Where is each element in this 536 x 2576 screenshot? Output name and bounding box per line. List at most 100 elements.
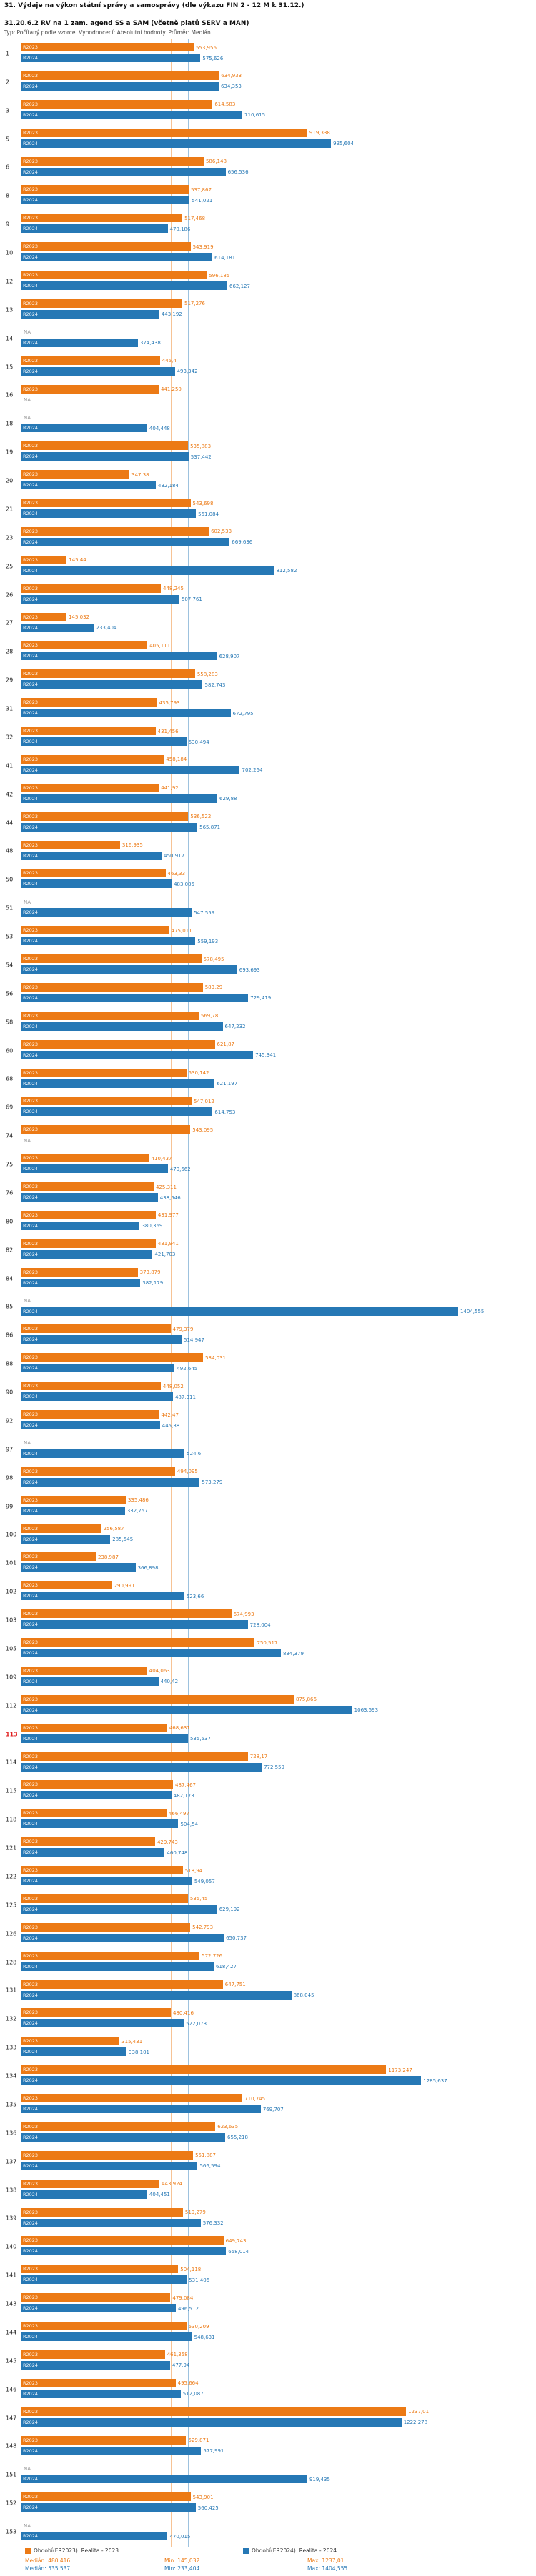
bar-value-label: 441,250 — [160, 386, 182, 392]
row-bars: R2023 145,44 R2024 812,582 — [21, 555, 536, 577]
bar-value-label: 658,014 — [228, 2248, 249, 2255]
row-bars: R2023 335,486 R2024 332,757 — [21, 1495, 536, 1517]
chart-row: 15 R2023 445,4 R2024 493,342 — [0, 353, 536, 381]
bar-line-r2023: R2023 674,993 — [21, 1609, 536, 1619]
chart-meta: Typ: Počítaný podle vzorce. Vyhodnocení:… — [4, 29, 211, 36]
row-bars: R2023 728,17 R2024 772,559 — [21, 1752, 536, 1774]
row-bars: R2023 431,977 R2024 380,369 — [21, 1210, 536, 1232]
row-index-label: 13 — [6, 306, 14, 314]
bar-value-label: 522,073 — [186, 2020, 207, 2027]
row-bars: R2023 404,063 R2024 440,42 — [21, 1666, 536, 1688]
bar-line-r2024: R2024 919,435 — [21, 2475, 536, 2484]
bar-r2023: R2023 — [21, 982, 203, 992]
bar-line-r2024: R2024 523,66 — [21, 1592, 536, 1601]
bar-value-label: 332,757 — [126, 1508, 148, 1514]
bar-series-label: R2023 — [23, 956, 39, 962]
bar-value-label: 443,924 — [162, 2181, 183, 2187]
row-index-label: 140 — [6, 2243, 17, 2250]
row-bars: R2023 441,250 NA — [21, 384, 536, 406]
row-bars: NA R2024 547,559 — [21, 897, 536, 919]
row-index-label: 14 — [6, 335, 14, 342]
bar-value-label: 374,438 — [139, 340, 161, 346]
bar-series-label: R2024 — [23, 539, 39, 545]
bar-value-label: 504,118 — [180, 2266, 202, 2272]
row-index-label: 8 — [6, 192, 10, 199]
bar-line-r2023: R2023 649,743 — [21, 2236, 536, 2245]
bar-series-label: R2023 — [23, 1269, 39, 1275]
bar-series-label: R2024 — [23, 1678, 39, 1684]
chart-row: 140 R2023 649,743 R2024 658,014 — [0, 2232, 536, 2261]
bar-line-r2023: R2023 578,495 — [21, 954, 536, 963]
bar-line-r2024: R2024 548,631 — [21, 2332, 536, 2341]
bar-value-label: 614,181 — [214, 254, 236, 261]
bar-series-label: R2023 — [23, 1383, 39, 1389]
bar-line-r2024: R2024 710,615 — [21, 110, 536, 119]
row-index-label: 153 — [6, 2528, 17, 2535]
chart-row: 16 R2023 441,250 NA — [0, 381, 536, 410]
bar-series-label: R2024 — [23, 653, 39, 659]
bar-value-label: 514,947 — [184, 1337, 204, 1343]
chart-row: 138 R2023 443,924 R2024 404,451 — [0, 2176, 536, 2205]
bar-series-label: R2023 — [23, 1981, 39, 1987]
bar-value-label: 812,582 — [276, 568, 297, 574]
bar-series-label: R2023 — [23, 1924, 39, 1930]
row-index-label: 109 — [6, 1674, 17, 1681]
bar-line-r2024: R2024 285,545 — [21, 1534, 536, 1544]
bar-r2024: R2024 — [21, 2304, 176, 2313]
bar-line-r2023: NA — [21, 1297, 536, 1305]
bar-line-r2024: R2024 487,311 — [21, 1392, 536, 1402]
bar-line-r2024: R2024 496,512 — [21, 2304, 536, 2313]
bar-series-label: R2024 — [23, 2390, 39, 2397]
bar-value-label: 445,4 — [162, 358, 177, 364]
bar-line-r2024: R2024 380,369 — [21, 1221, 536, 1230]
bar-value-label: 256,587 — [103, 1526, 124, 1532]
bar-value-label: 483,005 — [174, 881, 195, 887]
bar-r2023: R2023 — [21, 1581, 112, 1590]
bar-value-label: 316,935 — [121, 842, 143, 848]
bar-line-r2023: R2023 445,4 — [21, 356, 536, 365]
chart-header: 31. Výdaje na výkon státní správy a samo… — [0, 0, 536, 36]
row-index-label: 134 — [6, 2072, 17, 2080]
bar-value-label: 445,38 — [162, 1422, 180, 1429]
row-bars: R2023 238,987 R2024 366,898 — [21, 1552, 536, 1574]
bar-value-label: 576,332 — [202, 2220, 224, 2226]
bar-series-label: R2024 — [23, 2447, 39, 2454]
bar-value-label: 650,737 — [226, 1935, 247, 1942]
bar-line-r2023: R2023 290,991 — [21, 1581, 536, 1590]
row-bars: R2023 466,497 R2024 504,54 — [21, 1809, 536, 1830]
bar-value-label: 875,866 — [296, 1697, 317, 1703]
bar-line-r2024: R2024 493,342 — [21, 366, 536, 376]
bar-r2024: R2024 — [21, 737, 187, 746]
bar-value-label: 480,416 — [172, 2010, 194, 2016]
bar-line-r2023: R2023 431,941 — [21, 1239, 536, 1248]
row-index-label: 139 — [6, 2215, 17, 2222]
chart-row: 44 R2023 536,522 R2024 565,871 — [0, 809, 536, 837]
row-bars: R2023 463,33 R2024 483,005 — [21, 869, 536, 890]
bar-value-label: 769,707 — [262, 2106, 284, 2112]
row-index-label: 132 — [6, 2015, 17, 2022]
na-label: NA — [24, 329, 31, 336]
bar-r2023: R2023 — [21, 1837, 155, 1847]
bar-series-label: R2023 — [23, 2408, 39, 2415]
chart-title: 31. Výdaje na výkon státní správy a samo… — [4, 2, 304, 9]
chart-row: 53 R2023 475,011 R2024 559,193 — [0, 922, 536, 951]
bar-line-r2024: R2024 512,087 — [21, 2389, 536, 2398]
bar-value-label: 772,559 — [264, 1764, 285, 1770]
bar-line-r2024: R2024 332,757 — [21, 1506, 536, 1515]
bar-line-r2023: R2023 543,095 — [21, 1125, 536, 1134]
row-index-label: 112 — [6, 1702, 17, 1709]
bar-line-r2023: R2023 572,726 — [21, 1951, 536, 1960]
chart-row: 148 R2023 529,871 R2024 577,991 — [0, 2432, 536, 2461]
row-index-label: 31 — [6, 705, 14, 712]
row-bars: R2023 405,111 R2024 628,907 — [21, 641, 536, 662]
bar-r2024: R2024 — [21, 1734, 188, 1743]
chart-row: 27 R2023 145,032 R2024 233,404 — [0, 609, 536, 638]
row-bars: R2023 543,919 R2024 614,181 — [21, 242, 536, 264]
bar-series-label: R2024 — [23, 1365, 39, 1372]
bar-r2023: R2023 — [21, 840, 120, 849]
bar-r2024: R2024 — [21, 2503, 196, 2512]
bar-value-label: 479,379 — [172, 1326, 194, 1332]
bar-series-label: R2024 — [23, 2362, 39, 2368]
bar-line-r2023: R2023 530,209 — [21, 2322, 536, 2330]
bar-value-label: 647,232 — [224, 1024, 246, 1030]
